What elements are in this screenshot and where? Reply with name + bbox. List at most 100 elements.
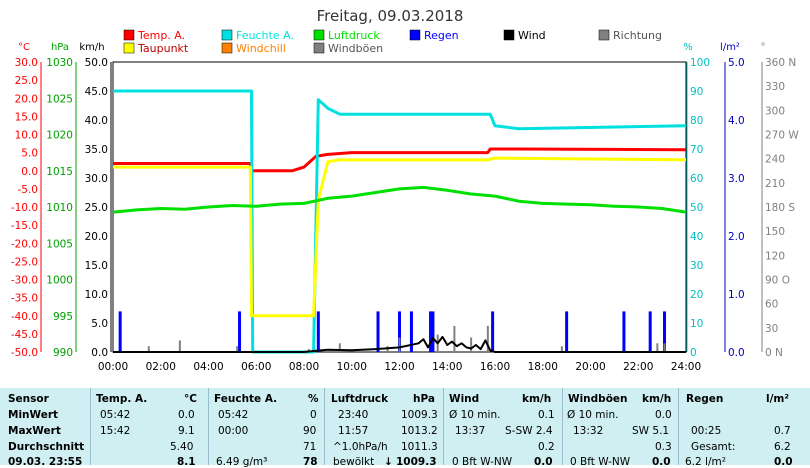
legend-swatch-1 [221, 29, 233, 41]
series-bar-4-6 [429, 311, 433, 352]
axis-tick-3-1: 90 [690, 86, 703, 98]
axis-tick-5-8: 120 [765, 250, 785, 262]
axis-tick-4-0: 5.0 [728, 57, 745, 69]
series-bar-5-11 [560, 346, 563, 352]
legend-label-1: Feuchte A. [236, 29, 294, 42]
series-bar-5-12 [656, 343, 659, 352]
max-temp-val: 9.1 [178, 425, 195, 437]
series-bar-5-4 [338, 343, 341, 352]
header-regen: Regen [686, 393, 724, 405]
series-bar-5-8 [453, 325, 456, 352]
header-boeen-unit: km/h [642, 393, 672, 405]
min-feuchte-time: 05:42 [218, 409, 249, 421]
max-regen-val: 0.7 [774, 425, 791, 437]
series-bar-4-8 [491, 311, 495, 352]
max-boeen-time: 13:32 [573, 425, 604, 437]
axis-label-2: km/h [79, 42, 104, 53]
max-feuchte-val: 90 [303, 425, 317, 437]
series-line-2 [113, 156, 687, 318]
axis-tick-0-11: -25.0 [11, 256, 38, 268]
axis-tick-3-8: 20 [690, 289, 703, 301]
header-wind: Wind [449, 393, 480, 405]
axis-tick-2-1: 45.0 [85, 86, 108, 98]
header-luft: Luftdruck [331, 393, 389, 405]
min-temp-time: 05:42 [100, 409, 131, 421]
avg-wind-val: 0.2 [538, 441, 555, 453]
max-regen-time: 00:25 [691, 425, 722, 437]
legend-label-7: Windchill [236, 42, 286, 55]
axis-tick-1-5: 1005 [46, 238, 73, 250]
axis-tick-2-2: 40.0 [85, 115, 108, 127]
cur-boeen-val: 0.0 [652, 456, 671, 468]
axis-tick-0-4: 10.0 [15, 130, 38, 142]
axis-label-0: °C [18, 42, 30, 53]
axis-tick-0-15: -45.0 [11, 329, 38, 341]
axis-tick-5-3: 270 W [765, 130, 799, 142]
series-bar-4-12 [663, 311, 667, 352]
x-tick-4: 08:00 [289, 361, 319, 372]
axis-label-5: ° [761, 42, 766, 53]
axis-tick-0-2: 20.0 [15, 93, 38, 105]
axis-tick-3-6: 40 [690, 231, 703, 243]
cur-boeen-desc: 0 Bft W-NW [570, 456, 631, 468]
series-bar-4-11 [648, 311, 652, 352]
series-bar-4-5 [409, 311, 413, 352]
axis-tick-5-12: 0 N [765, 347, 783, 359]
axis-tick-1-1: 1025 [46, 93, 73, 105]
min-luft-time: 23:40 [338, 409, 369, 421]
series-bar-4-0 [118, 311, 122, 352]
min-wind-desc: Ø 10 min. [449, 409, 501, 421]
axis-tick-4-3: 2.0 [728, 231, 745, 243]
legend-swatch-8 [313, 42, 325, 54]
chart-axes: °C 30.0 25.0 20.0 15.0 10.0 5.0 0.0 -5.0 -10.0 -15… [11, 42, 800, 359]
axis-tick-5-10: 60 [765, 299, 778, 311]
axis-tick-0-12: -30.0 [11, 275, 38, 287]
header-sensor: Sensor [8, 393, 49, 405]
max-luft-val: 1013.2 [401, 425, 438, 437]
axis-tick-5-2: 300 [765, 105, 785, 117]
axis-tick-0-14: -40.0 [11, 311, 38, 323]
axis-tick-2-7: 15.0 [85, 260, 108, 272]
avg-boeen-val: 0.3 [655, 441, 672, 453]
avg-regen-desc: Gesamt: [691, 441, 736, 453]
avg-temp-val: 5.40 [170, 441, 194, 453]
series-bar-5-9 [470, 337, 473, 352]
axis-tick-5-5: 210 [765, 178, 785, 190]
row-max-label: MaxWert [8, 425, 61, 437]
axis-tick-5-4: 240 [765, 154, 785, 166]
x-tick-3: 06:00 [241, 361, 271, 372]
axis-tick-0-9: -15.0 [11, 220, 38, 232]
legend-label-8: Windböen [328, 42, 383, 55]
weather-chart: Freitag, 09.03.2018 Temp. A. Feuchte A. Lu… [11, 7, 800, 372]
cur-wind-desc: 0 Bft W-NW [452, 456, 513, 468]
header-luft-unit: hPa [413, 393, 435, 405]
series-bar-5-10 [486, 325, 489, 352]
axis-tick-5-11: 30 [765, 323, 778, 335]
x-tick-8: 16:00 [480, 361, 510, 372]
max-wind-dir: S-SW 2.4 [505, 425, 553, 437]
axis-tick-3-3: 70 [690, 144, 703, 156]
legend-swatch-6 [123, 42, 135, 54]
axis-tick-0-0: 30.0 [15, 57, 38, 69]
min-boeen-val: 0.0 [655, 409, 672, 421]
legend-swatch-0 [123, 29, 135, 41]
axis-tick-4-4: 1.0 [728, 289, 745, 301]
axis-tick-4-2: 3.0 [728, 173, 745, 185]
row-min-label: MinWert [8, 409, 59, 421]
x-axis-ticks: 00:00 02:00 04:00 06:00 08:00 10:00 12:00 14:00… [98, 361, 701, 372]
axis-tick-2-6: 20.0 [85, 231, 108, 243]
min-luft-val: 1009.3 [401, 409, 438, 421]
header-temp-unit: °C [184, 393, 197, 405]
max-temp-time: 15:42 [100, 425, 131, 437]
max-luft-time: 11:57 [338, 425, 369, 437]
x-tick-6: 12:00 [384, 361, 414, 372]
axis-label-3: % [683, 42, 693, 53]
axis-label-4: l/m² [720, 42, 740, 53]
min-boeen-desc: Ø 10 min. [567, 409, 619, 421]
axis-tick-0-10: -20.0 [11, 238, 38, 250]
cur-luft-trend-icon: ↓ [384, 456, 393, 468]
min-feuchte-val: 0 [310, 409, 317, 421]
axis-tick-0-3: 15.0 [15, 111, 38, 123]
cur-wind-val: 0.0 [534, 456, 553, 468]
series-bar-4-4 [398, 311, 401, 352]
